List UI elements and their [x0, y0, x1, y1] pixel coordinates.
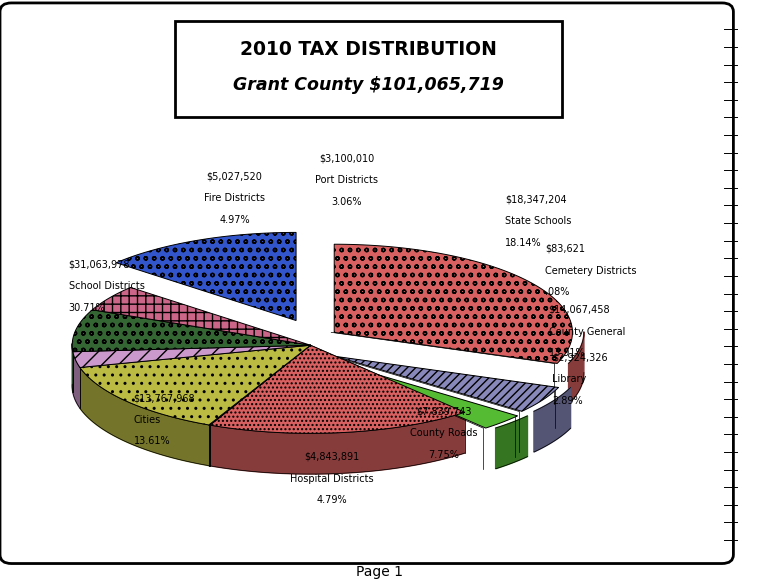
FancyBboxPatch shape — [0, 3, 733, 564]
Text: 13.61%: 13.61% — [134, 437, 170, 447]
Text: 4.97%: 4.97% — [220, 215, 250, 225]
Text: $5,027,520: $5,027,520 — [207, 171, 263, 181]
Text: County General: County General — [549, 326, 625, 337]
Text: Fire Districts: Fire Districts — [204, 193, 265, 203]
Text: $14,067,458: $14,067,458 — [549, 305, 610, 315]
Text: 18.14%: 18.14% — [505, 238, 542, 248]
Text: $18,347,204: $18,347,204 — [505, 194, 567, 204]
Text: .08%: .08% — [545, 287, 569, 298]
Text: 13.91%: 13.91% — [549, 348, 585, 358]
Text: $3,100,010: $3,100,010 — [319, 154, 374, 164]
Polygon shape — [80, 345, 310, 425]
Polygon shape — [73, 352, 80, 408]
Polygon shape — [210, 412, 465, 474]
Text: County Roads: County Roads — [410, 429, 478, 438]
Polygon shape — [116, 232, 296, 321]
Text: $4,843,891: $4,843,891 — [305, 452, 359, 462]
Text: State Schools: State Schools — [505, 216, 572, 226]
Text: Cities: Cities — [134, 415, 161, 425]
Text: 2.89%: 2.89% — [553, 396, 583, 406]
Text: Cemetery Districts: Cemetery Districts — [545, 266, 637, 276]
Text: 4.79%: 4.79% — [317, 495, 347, 505]
Text: Grant County $101,065,719: Grant County $101,065,719 — [233, 76, 504, 94]
Text: School Districts: School Districts — [68, 281, 144, 292]
Polygon shape — [209, 345, 310, 425]
FancyBboxPatch shape — [175, 21, 562, 117]
Text: $13,767,968: $13,767,968 — [134, 393, 195, 403]
Text: $31,063,978: $31,063,978 — [68, 260, 130, 270]
Polygon shape — [73, 345, 310, 367]
Polygon shape — [568, 332, 584, 404]
Text: 7.75%: 7.75% — [429, 450, 460, 460]
Polygon shape — [72, 310, 310, 352]
Text: Page 1: Page 1 — [356, 565, 404, 579]
Polygon shape — [209, 425, 210, 466]
Text: $7,839,743: $7,839,743 — [416, 407, 472, 417]
Polygon shape — [334, 244, 572, 363]
Polygon shape — [92, 288, 310, 345]
Polygon shape — [210, 345, 465, 433]
Polygon shape — [496, 416, 527, 469]
Text: $83,621: $83,621 — [545, 244, 585, 254]
Text: 3.06%: 3.06% — [331, 197, 362, 207]
Text: $2,924,326: $2,924,326 — [553, 352, 608, 362]
Polygon shape — [534, 387, 571, 452]
Text: Library: Library — [553, 374, 587, 384]
Text: 2010 TAX DISTRIBUTION: 2010 TAX DISTRIBUTION — [240, 41, 497, 59]
Polygon shape — [331, 361, 518, 428]
Polygon shape — [336, 356, 559, 411]
Polygon shape — [80, 367, 209, 465]
Text: 30.71%: 30.71% — [68, 303, 106, 313]
Text: Port Districts: Port Districts — [315, 176, 378, 185]
Text: Hospital Districts: Hospital Districts — [290, 474, 374, 484]
